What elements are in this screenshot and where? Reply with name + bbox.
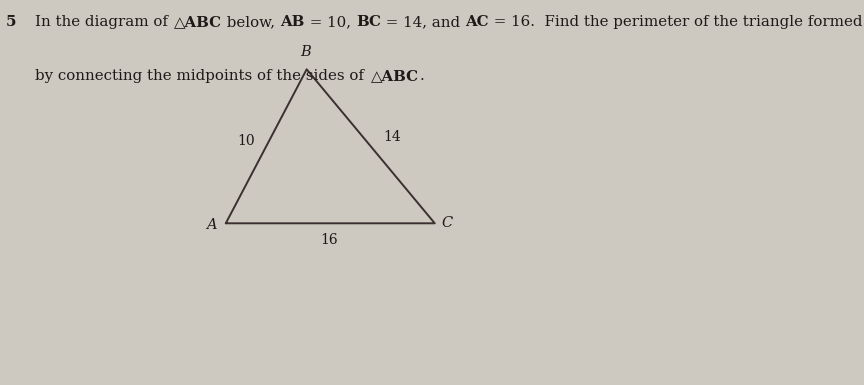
Text: = 14, and: = 14, and: [381, 15, 465, 29]
Text: = 16.  Find the perimeter of the triangle formed: = 16. Find the perimeter of the triangle…: [489, 15, 863, 29]
Text: In the diagram of: In the diagram of: [35, 15, 173, 29]
Text: C: C: [442, 216, 453, 229]
Text: △ABC: △ABC: [371, 69, 419, 83]
Text: 14: 14: [383, 130, 401, 144]
Text: A: A: [206, 218, 216, 232]
Text: 5: 5: [5, 15, 16, 29]
Text: B: B: [300, 45, 311, 59]
Text: .: .: [419, 69, 424, 83]
Text: below,: below,: [222, 15, 280, 29]
Text: △ABC: △ABC: [174, 15, 222, 29]
Text: BC: BC: [356, 15, 381, 29]
Text: = 10,: = 10,: [305, 15, 356, 29]
Text: AC: AC: [466, 15, 489, 29]
Text: 10: 10: [237, 134, 255, 147]
Text: 16: 16: [321, 233, 338, 247]
Text: AB: AB: [280, 15, 305, 29]
Text: by connecting the midpoints of the sides of: by connecting the midpoints of the sides…: [35, 69, 369, 83]
